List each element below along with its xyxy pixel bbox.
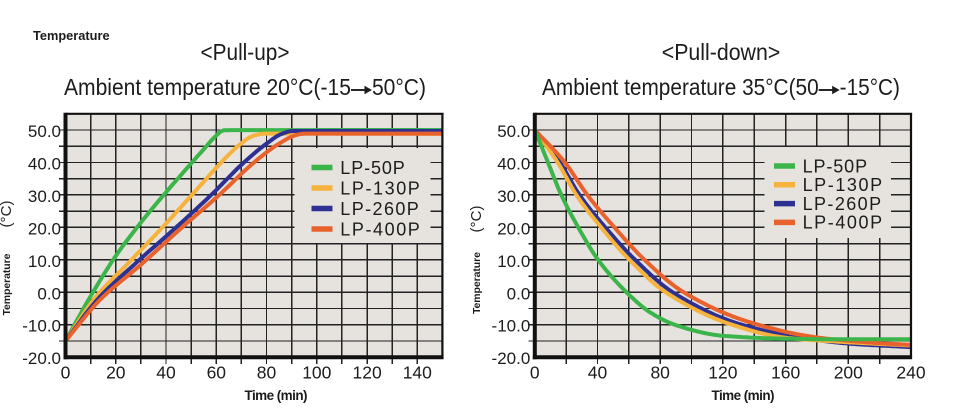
svg-text:20: 20 — [106, 363, 126, 383]
svg-text:60: 60 — [207, 363, 227, 383]
svg-text:-15°C): -15°C) — [840, 74, 900, 100]
svg-text:Ambient temperature 20°C(-15: Ambient temperature 20°C(-15 — [64, 74, 351, 100]
svg-text:-20.0: -20.0 — [22, 349, 61, 368]
svg-text:<Pull-down>: <Pull-down> — [662, 39, 781, 65]
svg-text:LP-50P: LP-50P — [340, 158, 405, 178]
svg-text:10.0: 10.0 — [28, 252, 61, 271]
svg-text:0: 0 — [530, 363, 540, 383]
svg-text:0.0: 0.0 — [37, 284, 61, 303]
svg-text:-10.0: -10.0 — [22, 317, 61, 336]
svg-text:240: 240 — [896, 363, 925, 383]
svg-text:Temperature: Temperature — [33, 28, 110, 43]
svg-text:LP-260P: LP-260P — [803, 194, 882, 214]
svg-text:(°C): (°C) — [0, 201, 15, 228]
svg-text:0.0: 0.0 — [507, 284, 531, 303]
svg-text:200: 200 — [834, 363, 863, 383]
svg-text:LP-400P: LP-400P — [340, 219, 420, 239]
svg-text:Time (min): Time (min) — [245, 388, 308, 403]
svg-text:Time (min): Time (min) — [712, 388, 775, 403]
svg-text:50°C): 50°C) — [372, 74, 426, 100]
svg-text:0: 0 — [61, 363, 71, 383]
svg-text:(°C): (°C) — [468, 206, 485, 233]
svg-text:140: 140 — [403, 363, 432, 383]
svg-text:80: 80 — [257, 363, 277, 383]
svg-text:LP-50P: LP-50P — [803, 156, 868, 176]
svg-text:40.0: 40.0 — [497, 155, 530, 174]
svg-text:-10.0: -10.0 — [492, 317, 531, 336]
svg-text:40: 40 — [156, 363, 176, 383]
svg-text:40.0: 40.0 — [28, 155, 61, 174]
svg-text:40: 40 — [588, 363, 608, 383]
svg-text:50.0: 50.0 — [497, 122, 530, 141]
svg-text:30.0: 30.0 — [28, 187, 61, 206]
svg-text:20.0: 20.0 — [28, 219, 61, 238]
svg-text:Temperature: Temperature — [471, 252, 483, 314]
svg-text:Ambient temperature 35°C(50: Ambient temperature 35°C(50 — [542, 74, 819, 100]
svg-text:160: 160 — [771, 363, 800, 383]
svg-text:120: 120 — [352, 363, 381, 383]
svg-text:-20.0: -20.0 — [492, 349, 531, 368]
svg-text:LP-130P: LP-130P — [340, 178, 420, 198]
svg-text:50.0: 50.0 — [28, 122, 61, 141]
svg-text:120: 120 — [708, 363, 737, 383]
svg-text:LP-400P: LP-400P — [803, 213, 883, 233]
svg-text:<Pull-up>: <Pull-up> — [201, 39, 290, 65]
svg-text:LP-130P: LP-130P — [803, 175, 883, 195]
svg-text:80: 80 — [650, 363, 670, 383]
svg-text:LP-260P: LP-260P — [340, 199, 419, 219]
svg-text:30.0: 30.0 — [497, 187, 530, 206]
svg-text:Temperature: Temperature — [1, 253, 13, 315]
svg-text:100: 100 — [302, 363, 331, 383]
svg-text:20.0: 20.0 — [497, 219, 530, 238]
svg-text:10.0: 10.0 — [497, 252, 530, 271]
